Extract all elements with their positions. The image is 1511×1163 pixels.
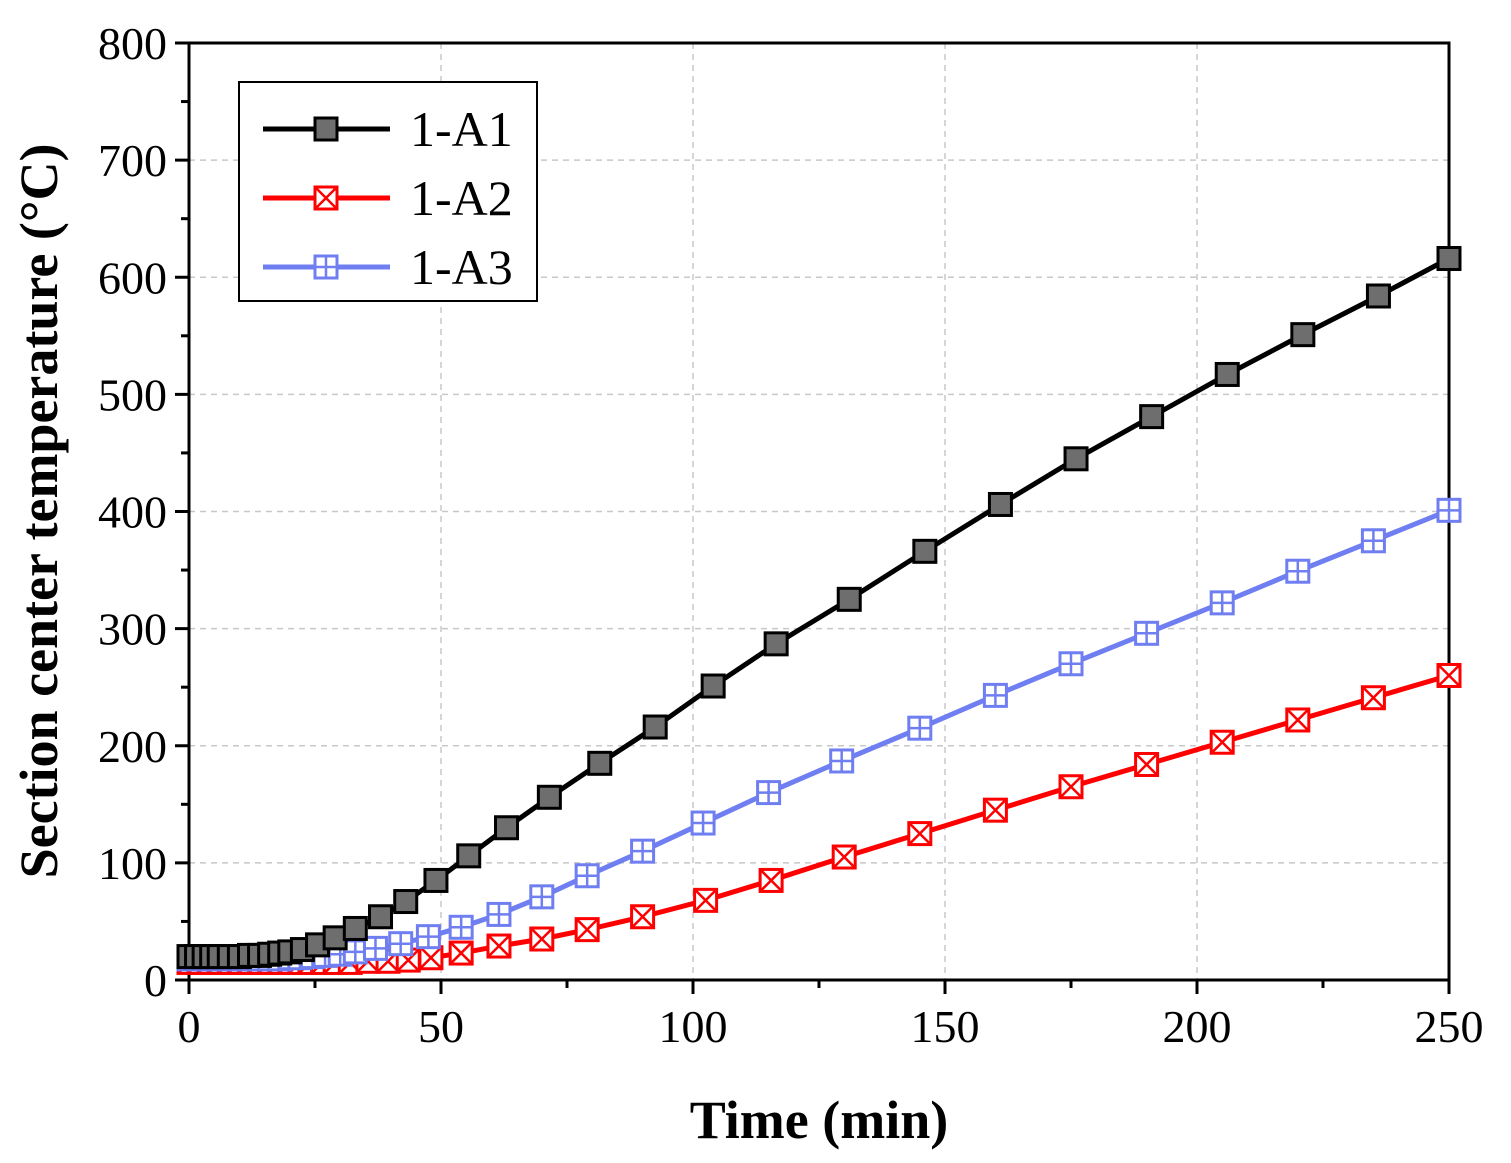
data-point-1-a3 [1134,620,1160,646]
legend-marker-1-a1 [313,116,339,142]
data-point-1-a1 [536,784,562,810]
grid [189,43,1449,980]
data-point-1-a3 [388,931,414,957]
legend: 1-A1 1-A2 1-A3 [238,81,538,302]
data-point-1-a3 [1285,558,1311,584]
series [176,246,1462,975]
data-point-1-a3 [362,935,388,961]
data-point-1-a1 [1290,322,1316,348]
data-point-1-a2 [448,940,474,966]
data-point-1-a1 [494,815,520,841]
y-tick-label: 600 [98,252,167,303]
data-point-1-a1 [700,673,726,699]
series-line-1-a3 [189,508,1450,962]
data-point-1-a1 [342,915,368,941]
data-point-1-a2 [418,945,444,971]
data-point-1-a2 [831,844,857,870]
data-point-1-a3 [1436,497,1462,523]
series-1-a1 [176,246,1462,970]
axes: 0 50 100 150 200 250 0 100 200 300 400 500 600 700 800 [98,18,1484,1052]
x-tick-label: 250 [1415,1001,1484,1052]
data-point-1-a3 [1209,590,1235,616]
data-point-1-a2 [1360,685,1386,711]
data-point-1-a3 [982,682,1008,708]
data-point-1-a2 [1058,774,1084,800]
data-point-1-a2 [1436,662,1462,688]
x-tick-label: 100 [659,1001,728,1052]
data-point-1-a1 [368,904,394,930]
legend-entry-1-a2: 1-A2 [263,170,513,226]
y-tick-label: 700 [98,135,167,186]
legend-entry-1-a1: 1-A1 [263,101,513,157]
data-point-1-a3 [448,914,474,940]
data-point-1-a3 [1058,651,1084,677]
y-tick-label: 100 [98,838,167,889]
data-point-1-a1 [1365,283,1391,309]
data-point-1-a1 [642,714,668,740]
data-point-1-a1 [1063,446,1089,472]
data-point-1-a3 [486,901,512,927]
y-axis-title: Section center temperature (°C) [9,144,69,879]
data-point-1-a2 [529,926,555,952]
data-point-1-a3 [756,780,782,806]
data-point-1-a1 [836,586,862,612]
legend-marker-1-a2 [313,185,339,211]
data-point-1-a2 [630,904,656,930]
y-tick-label: 500 [98,369,167,420]
series-1-a3 [176,497,1462,972]
data-point-1-a1 [1139,404,1165,430]
series-line-1-a1 [189,256,1451,960]
data-point-1-a3 [574,863,600,889]
data-point-1-a3 [529,884,555,910]
legend-marker-1-a3 [313,254,339,280]
data-point-1-a1 [456,843,482,869]
data-point-1-a2 [486,933,512,959]
data-point-1-a3 [829,748,855,774]
legend-label-1-a3: 1-A3 [410,239,513,295]
data-point-1-a3 [907,715,933,741]
y-tick-label: 400 [98,487,167,538]
data-point-1-a2 [1134,751,1160,777]
data-point-1-a1 [587,750,613,776]
data-point-1-a3 [1360,528,1386,554]
data-point-1-a2 [693,887,719,913]
data-point-1-a1 [763,631,789,657]
y-tick-label: 800 [98,18,167,69]
data-point-1-a1 [393,889,419,915]
y-tick-label: 300 [98,604,167,655]
y-tick-label: 200 [98,721,167,772]
data-point-1-a3 [690,810,716,836]
data-point-1-a1 [423,867,449,893]
legend-label-1-a2: 1-A2 [410,170,513,226]
data-point-1-a3 [415,924,441,950]
x-tick-label: 200 [1163,1001,1232,1052]
x-axis-title: Time (min) [690,1090,948,1150]
x-tick-label: 50 [418,1001,464,1052]
data-point-1-a1 [912,538,938,564]
legend-label-1-a1: 1-A1 [410,101,513,157]
data-point-1-a2 [982,797,1008,823]
data-point-1-a2 [907,821,933,847]
data-point-1-a1 [987,491,1013,517]
data-point-1-a3 [630,838,656,864]
x-tick-label: 150 [911,1001,980,1052]
data-point-1-a2 [1285,707,1311,733]
legend-entry-1-a3: 1-A3 [263,239,513,295]
data-point-1-a2 [758,867,784,893]
data-point-1-a1 [1214,361,1240,387]
data-point-1-a2 [574,917,600,943]
data-point-1-a1 [1436,246,1462,272]
y-tick-label: 0 [144,955,167,1006]
data-point-1-a2 [1209,729,1235,755]
x-tick-label: 0 [178,1001,201,1052]
